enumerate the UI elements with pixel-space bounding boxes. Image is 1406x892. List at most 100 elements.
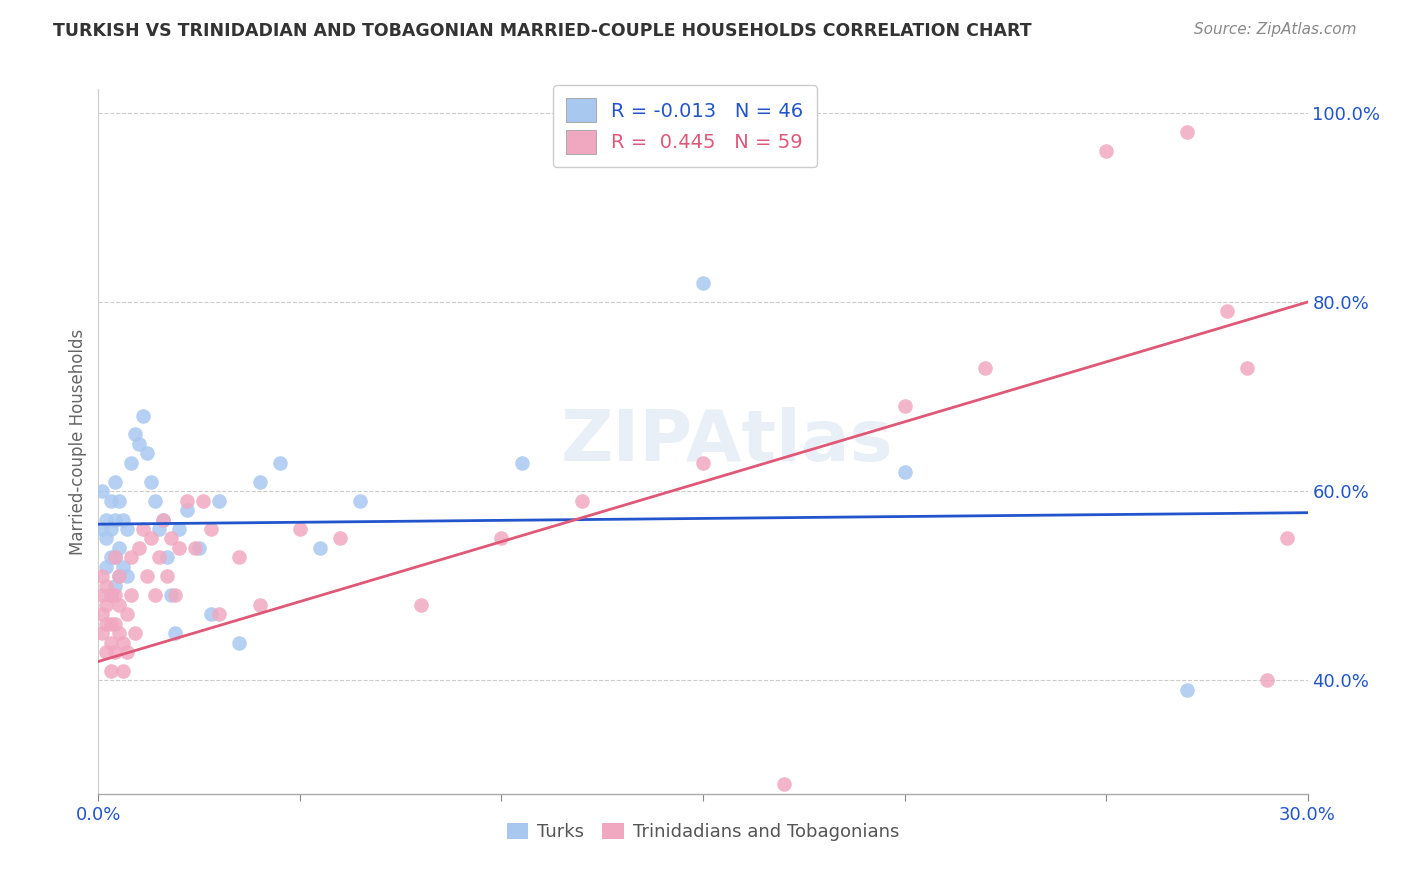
Point: [107, 598, 129, 612]
Point: [772, 777, 794, 791]
Point: [124, 427, 146, 442]
Point: [692, 456, 714, 470]
Point: [107, 493, 129, 508]
Point: [200, 522, 222, 536]
Point: [152, 512, 174, 526]
Point: [103, 645, 125, 659]
Point: [692, 276, 714, 290]
Point: [128, 541, 150, 555]
Point: [124, 626, 146, 640]
Point: [120, 456, 142, 470]
Point: [115, 645, 138, 659]
Point: [571, 493, 593, 508]
Point: [100, 522, 122, 536]
Point: [228, 635, 250, 649]
Point: [115, 569, 138, 583]
Point: [135, 446, 157, 460]
Point: [1175, 125, 1198, 139]
Point: [148, 522, 170, 536]
Point: [111, 664, 134, 678]
Point: [103, 588, 125, 602]
Point: [107, 569, 129, 583]
Point: [115, 607, 138, 622]
Point: [893, 465, 915, 479]
Y-axis label: Married-couple Households: Married-couple Households: [69, 328, 87, 555]
Point: [100, 588, 122, 602]
Point: [249, 475, 271, 489]
Point: [103, 550, 125, 565]
Point: [349, 493, 371, 508]
Point: [115, 522, 138, 536]
Text: Source: ZipAtlas.com: Source: ZipAtlas.com: [1194, 22, 1357, 37]
Text: ZIPAtlas: ZIPAtlas: [561, 407, 893, 476]
Point: [100, 493, 122, 508]
Point: [208, 607, 231, 622]
Point: [135, 569, 157, 583]
Point: [96, 512, 118, 526]
Point: [96, 532, 118, 546]
Point: [132, 409, 155, 423]
Point: [107, 626, 129, 640]
Point: [188, 541, 211, 555]
Point: [329, 532, 352, 546]
Point: [96, 616, 118, 631]
Point: [152, 512, 174, 526]
Point: [96, 560, 118, 574]
Point: [103, 616, 125, 631]
Point: [91, 484, 114, 499]
Point: [249, 598, 271, 612]
Point: [160, 588, 183, 602]
Point: [91, 522, 114, 536]
Point: [111, 560, 134, 574]
Text: TURKISH VS TRINIDADIAN AND TOBAGONIAN MARRIED-COUPLE HOUSEHOLDS CORRELATION CHAR: TURKISH VS TRINIDADIAN AND TOBAGONIAN MA…: [53, 22, 1032, 40]
Point: [1277, 532, 1299, 546]
Point: [139, 532, 162, 546]
Point: [120, 550, 142, 565]
Point: [156, 569, 179, 583]
Point: [100, 588, 122, 602]
Point: [163, 626, 186, 640]
Point: [148, 550, 170, 565]
Point: [111, 635, 134, 649]
Point: [1175, 682, 1198, 697]
Point: [510, 456, 533, 470]
Point: [100, 550, 122, 565]
Point: [1216, 304, 1239, 318]
Point: [91, 607, 114, 622]
Point: [1095, 144, 1118, 158]
Point: [91, 588, 114, 602]
Point: [163, 588, 186, 602]
Point: [208, 493, 231, 508]
Point: [100, 635, 122, 649]
Point: [1236, 361, 1258, 376]
Point: [132, 522, 155, 536]
Point: [96, 579, 118, 593]
Point: [893, 399, 915, 413]
Point: [100, 664, 122, 678]
Point: [409, 598, 432, 612]
Point: [269, 456, 291, 470]
Point: [974, 361, 997, 376]
Legend: Turks, Trinidadians and Tobagonians: Turks, Trinidadians and Tobagonians: [499, 815, 907, 848]
Point: [91, 569, 114, 583]
Point: [103, 475, 125, 489]
Point: [139, 475, 162, 489]
Point: [176, 493, 198, 508]
Point: [184, 541, 207, 555]
Point: [167, 522, 190, 536]
Point: [103, 579, 125, 593]
Point: [288, 522, 311, 536]
Point: [156, 550, 179, 565]
Point: [143, 588, 166, 602]
Point: [160, 532, 183, 546]
Point: [107, 569, 129, 583]
Point: [491, 532, 513, 546]
Point: [167, 541, 190, 555]
Point: [91, 626, 114, 640]
Point: [100, 616, 122, 631]
Point: [176, 503, 198, 517]
Point: [228, 550, 250, 565]
Point: [96, 598, 118, 612]
Point: [120, 588, 142, 602]
Point: [111, 512, 134, 526]
